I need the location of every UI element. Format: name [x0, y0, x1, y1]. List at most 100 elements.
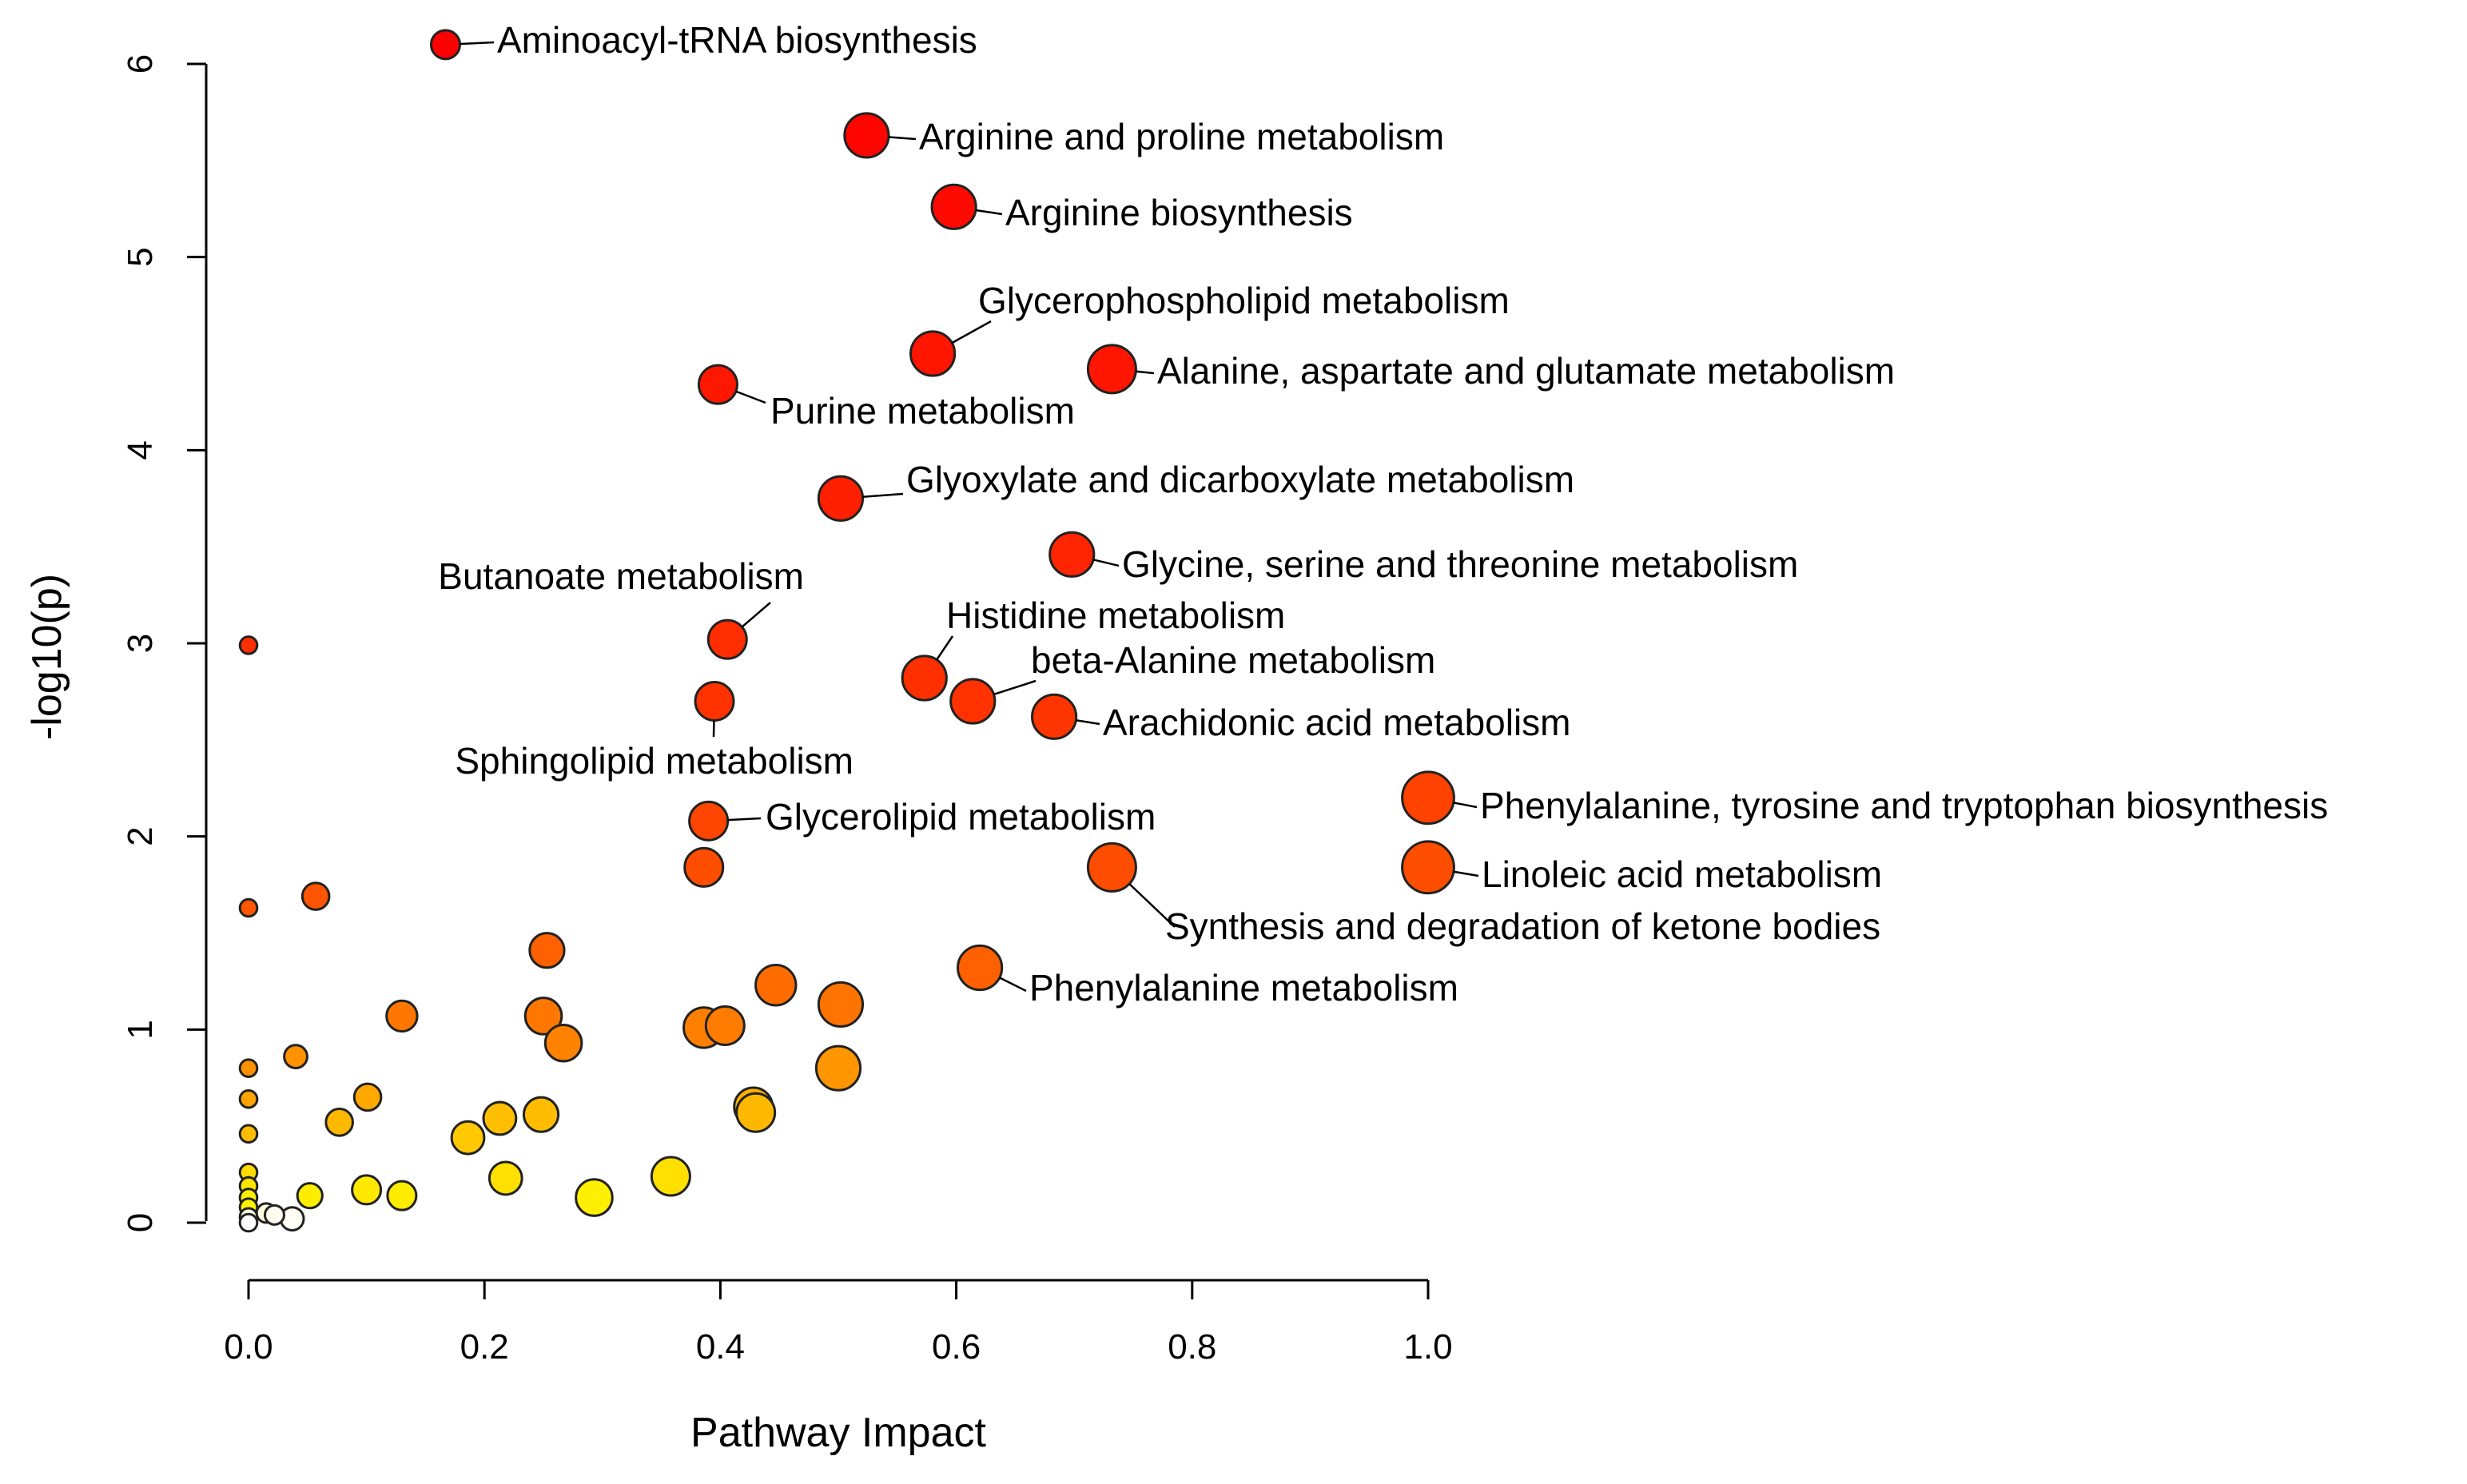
label-leader-line [862, 492, 904, 498]
x-tick-label: 0.6 [932, 1327, 981, 1367]
label-leader-line [936, 635, 954, 661]
y-tick-label: 0 [121, 1213, 160, 1232]
data-point [238, 635, 259, 655]
data-point-labeled [901, 654, 948, 702]
label-leader-line [999, 977, 1027, 993]
point-label: Arachidonic acid metabolism [1103, 702, 1571, 743]
data-point [704, 1005, 746, 1046]
data-point [487, 1160, 523, 1196]
y-ticks: 0 1 2 3 4 5 6 [121, 54, 206, 1232]
label-leader-line [727, 817, 762, 822]
label-leader-line [993, 679, 1037, 696]
data-point [528, 932, 566, 969]
data-point [575, 1178, 614, 1217]
axes: 0.0 0.2 0.4 0.6 0.8 1.0 0 1 2 3 4 5 6 Pathway Impac… [24, 54, 1453, 1456]
y-tick-label: 1 [121, 1020, 160, 1039]
y-axis-title: -log10(p) [24, 574, 70, 740]
data-point-labeled [817, 475, 865, 522]
data-point-labeled [909, 330, 957, 377]
label-leader-line [888, 136, 917, 141]
x-ticks: 0.0 0.2 0.4 0.6 0.8 1.0 [224, 1280, 1453, 1367]
label-leader-line [1453, 870, 1479, 877]
label-leader-line [1136, 370, 1155, 375]
data-point [296, 1182, 324, 1210]
x-tick-label: 1.0 [1403, 1327, 1452, 1367]
data-point-labeled [694, 681, 735, 722]
label-leader-line [975, 209, 1003, 216]
data-point [352, 1082, 383, 1112]
data-point-labeled [949, 678, 997, 725]
data-point [263, 1204, 285, 1226]
y-tick-label: 4 [121, 440, 160, 460]
point-label: Butanoate metabolism [438, 555, 804, 597]
data-point [523, 997, 563, 1036]
label-leader-line [1128, 883, 1176, 928]
data-point-labeled [688, 800, 730, 841]
point-label: Glycerolipid metabolism [766, 796, 1156, 837]
data-point-labeled [1401, 840, 1455, 895]
data-point [735, 1092, 777, 1133]
data-point-labeled [1048, 531, 1096, 578]
point-label: Sphingolipid metabolism [455, 740, 854, 782]
point-label: Phenylalanine metabolism [1029, 967, 1458, 1009]
data-point-labeled [843, 112, 890, 159]
label-leader-line [460, 41, 495, 46]
point-label: Purine metabolism [770, 390, 1075, 432]
y-tick-label: 3 [121, 634, 160, 653]
data-point [754, 964, 798, 1007]
point-label: Alanine, aspartate and glutamate metabol… [1157, 350, 1895, 392]
data-point-labeled [1401, 770, 1455, 826]
data-point [482, 1100, 518, 1136]
label-leader-line [1092, 559, 1120, 567]
label-leader-line [741, 602, 771, 628]
data-point [238, 897, 259, 918]
x-axis-title: Pathway Impact [690, 1410, 986, 1456]
data-point-labeled [1031, 693, 1078, 740]
data-point [351, 1174, 383, 1206]
data-point-labeled [697, 364, 738, 405]
data-point [543, 1023, 583, 1063]
data-point [238, 1089, 259, 1109]
data-point [300, 881, 331, 911]
data-point [814, 1044, 862, 1092]
data-point [817, 981, 865, 1028]
x-tick-label: 0.2 [460, 1327, 509, 1367]
point-label: Synthesis and degradation of ketone bodi… [1165, 905, 1880, 947]
point-label: Arginine and proline metabolism [919, 116, 1444, 157]
data-point [386, 1180, 418, 1211]
point-label: Histidine metabolism [946, 595, 1285, 636]
data-point-labeled [429, 29, 461, 61]
point-label: Linoleic acid metabolism [1482, 853, 1882, 895]
x-tick-label: 0.8 [1168, 1327, 1216, 1367]
data-point-labeled [1086, 841, 1137, 893]
label-leader-lines [460, 41, 1479, 993]
point-labels: Aminoacyl-tRNA biosynthesis Arginine and … [438, 19, 2328, 1009]
point-label: Glycerophospholipid metabolism [978, 280, 1510, 321]
x-tick-label: 0.0 [224, 1327, 273, 1367]
data-point-labeled [706, 619, 748, 660]
data-point-labeled [957, 944, 1004, 992]
data-point [238, 1212, 259, 1233]
data-point [450, 1120, 486, 1156]
data-point [385, 999, 419, 1033]
point-label: Phenylalanine, tyrosine and tryptophan b… [1480, 785, 2328, 826]
label-leader-line [1076, 718, 1100, 726]
point-label: Glycine, serine and threonine metabolism [1122, 543, 1798, 585]
y-tick-label: 6 [121, 54, 160, 74]
data-point [683, 846, 725, 888]
point-label: Glyoxylate and dicarboxylate metabolism [906, 459, 1574, 500]
point-label: Aminoacyl-tRNA biosynthesis [497, 19, 977, 61]
data-point [522, 1096, 560, 1133]
label-leader-line [1453, 802, 1478, 809]
data-point [324, 1108, 354, 1137]
data-points [238, 29, 1455, 1233]
data-point-labeled [1086, 344, 1137, 395]
data-point [238, 1124, 259, 1144]
label-leader-line [735, 390, 766, 404]
data-point [283, 1044, 308, 1070]
label-leader-line [951, 320, 992, 344]
y-tick-label: 5 [121, 247, 160, 266]
point-label: beta-Alanine metabolism [1031, 639, 1435, 681]
y-tick-label: 2 [121, 826, 160, 845]
